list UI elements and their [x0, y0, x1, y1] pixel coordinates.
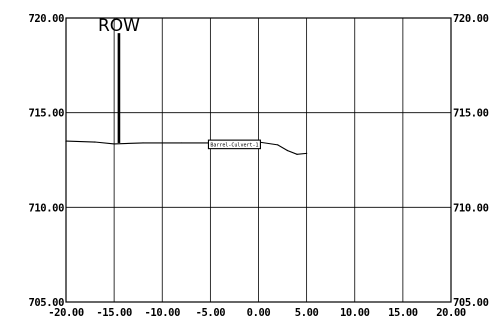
- x-tick-label: 5.00: [295, 307, 319, 319]
- x-tick-label: -10.00: [144, 307, 180, 319]
- y-tick-label-right: 720.00: [453, 13, 489, 25]
- culvert-label: Barrel-Culvert-1: [210, 142, 258, 148]
- ground-profile-line: [65, 140, 307, 155]
- ground-profile-point: [296, 153, 298, 155]
- grid-layer: [66, 18, 451, 302]
- y-tick-label-left: 710.00: [28, 202, 64, 214]
- x-tick-label: -15.00: [96, 307, 132, 319]
- x-tick-label: 10.00: [340, 307, 370, 319]
- y-tick-label-left: 715.00: [28, 108, 64, 120]
- ground-profile-point: [94, 141, 96, 143]
- x-tick-label: 0.00: [247, 307, 271, 319]
- ground-profile-point: [142, 142, 144, 144]
- x-tick-label: 20.00: [436, 307, 466, 319]
- row-marker-label: ROW: [98, 16, 140, 36]
- data-layer: [65, 33, 308, 155]
- ground-profile-point: [113, 143, 115, 145]
- plot-frame: [65, 17, 452, 303]
- y-tick-label-left: 720.00: [28, 13, 64, 25]
- x-tick-label: -5.00: [196, 307, 226, 319]
- y-tick-label-right: 705.00: [453, 297, 489, 309]
- y-tick-label-left: 705.00: [28, 297, 64, 309]
- x-tick-label: 15.00: [388, 307, 418, 319]
- culvert-box: [207, 139, 261, 150]
- label-layer: -20.00 -15.00 -10.00 -5.00 0.00 5.00 10.00 15.0…: [28, 13, 489, 319]
- y-tick-label-right: 715.00: [453, 108, 489, 120]
- ground-profile-point: [65, 140, 67, 142]
- ground-profile-point: [286, 149, 288, 152]
- ground-profile-point: [277, 144, 279, 146]
- row-marker-post: [117, 33, 121, 143]
- ground-profile-point: [306, 152, 308, 154]
- plot-border: [65, 17, 452, 303]
- y-tick-label-right: 710.00: [453, 202, 489, 214]
- ground-profile-point: [180, 142, 183, 144]
- x-tick-label: -20.00: [48, 307, 84, 319]
